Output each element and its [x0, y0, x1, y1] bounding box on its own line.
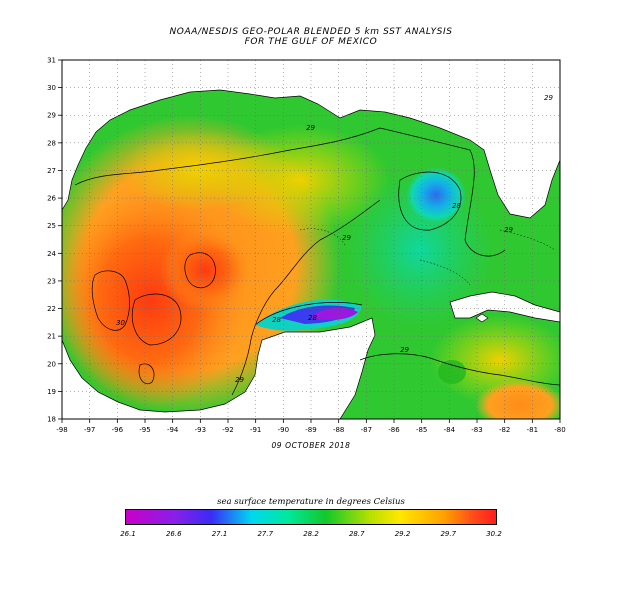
graticule: [62, 60, 560, 419]
contour-label: 28: [272, 316, 281, 324]
lat-tick-label: 21: [47, 333, 56, 341]
lat-tick-label: 19: [47, 388, 56, 396]
lat-tick-label: 28: [47, 139, 56, 147]
secondary-contours: [299, 228, 556, 286]
lon-tick-label: -83: [471, 426, 482, 434]
lon-tick-label: -94: [167, 426, 179, 434]
cuba-landmass: [449, 291, 560, 323]
lon-tick-label: -86: [388, 426, 400, 434]
contour-label: 29: [306, 124, 315, 132]
colorbar-tick-label: 28.2: [303, 530, 319, 538]
colorbar-tick-label: 26.6: [165, 530, 182, 538]
lon-tick-label: -85: [416, 426, 427, 434]
lon-tick-label: -93: [195, 426, 206, 434]
lon-tick-label: -87: [361, 426, 372, 434]
axis-ticks: -98 -97 -96 -95 -94 -93 -92 -91 -90 -89 -88 -87 -86 -…: [47, 57, 566, 435]
lat-tick-label: 20: [47, 360, 56, 368]
analysis-date: 09 OCTOBER 2018: [271, 441, 351, 450]
contour-label: 29: [400, 346, 409, 354]
lat-tick-label: 26: [47, 195, 56, 203]
lon-tick-label: -81: [527, 426, 538, 434]
isotherm-contours: [74, 127, 560, 396]
lon-tick-label: -92: [222, 426, 233, 434]
lon-tick-label: -90: [278, 426, 289, 434]
lon-tick-label: -88: [333, 426, 344, 434]
colorbar-tick-label: 30.2: [486, 530, 502, 538]
map-title: NOAA/NESDIS GEO-POLAR BLENDED 5 km SST A…: [169, 27, 453, 37]
colorbar-tick-label: 27.7: [257, 530, 274, 538]
lat-tick-label: 30: [47, 84, 56, 92]
lon-tick-label: -97: [84, 426, 95, 434]
lat-tick-label: 22: [47, 305, 56, 313]
lat-tick-label: 31: [47, 57, 56, 65]
lat-tick-label: 24: [47, 250, 56, 258]
colorbar-tick-label: 28.7: [348, 530, 365, 538]
mexico-landmass: [62, 317, 376, 419]
contour-label: 29: [504, 226, 513, 234]
lat-tick-label: 23: [47, 277, 56, 285]
contour-label: 29: [544, 94, 553, 102]
contour-label: 29: [235, 376, 244, 384]
lon-tick-label: -82: [499, 426, 510, 434]
temperature-colorbar: [125, 509, 497, 525]
map-subtitle: FOR THE GULF OF MEXICO: [244, 37, 378, 47]
lat-tick-label: 25: [47, 222, 56, 230]
contour-label: 28: [452, 202, 461, 210]
lat-tick-label: 29: [47, 112, 56, 120]
colorbar-tick-label: 29.2: [394, 530, 411, 538]
lon-tick-label: -98: [56, 426, 67, 434]
colorbar-tick-label: 29.7: [440, 530, 457, 538]
lon-tick-label: -80: [554, 426, 565, 434]
lon-tick-label: -91: [250, 426, 261, 434]
lat-tick-label: 18: [47, 416, 56, 424]
lon-tick-label: -96: [112, 426, 124, 434]
colorbar-title: sea surface temperature in degrees Celsi…: [217, 497, 405, 507]
colorbar-tick-label: 27.1: [211, 530, 228, 538]
contour-label: 30: [116, 319, 125, 327]
lat-tick-label: 27: [47, 167, 56, 175]
lon-tick-label: -84: [444, 426, 456, 434]
usa-landmass: [62, 60, 560, 219]
contour-label: 29: [342, 234, 351, 242]
colorbar-tick-label: 26.1: [120, 530, 136, 538]
cool-eddy: [406, 167, 466, 223]
lon-tick-label: -95: [139, 426, 150, 434]
contour-label: 28: [308, 314, 317, 322]
lon-tick-label: -89: [305, 426, 316, 434]
